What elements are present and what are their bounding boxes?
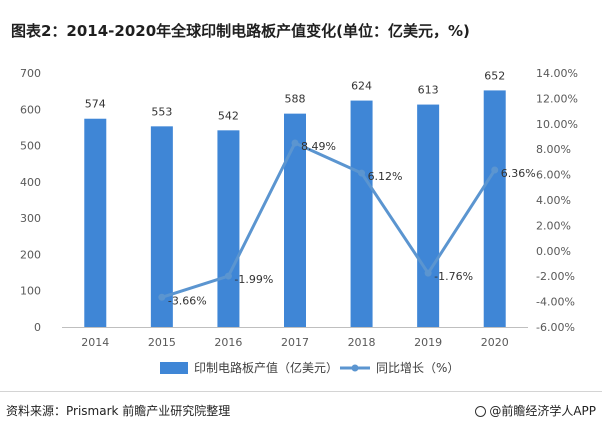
source-note: 资料来源：Prismark 前瞻产业研究院整理: [6, 404, 231, 418]
bar-value-label: 624: [351, 80, 372, 93]
y-left-tick-label: 100: [20, 285, 41, 298]
bar-value-label: 652: [484, 69, 505, 82]
footer-divider: [0, 391, 602, 392]
bar: [150, 126, 173, 327]
growth-point: [424, 269, 432, 277]
brand-logo-icon: [475, 406, 487, 417]
growth-value-label: -1.76%: [434, 270, 473, 283]
legend-label-line: 同比增长（%）: [376, 361, 459, 375]
growth-value-label: -3.66%: [168, 294, 207, 307]
y-left-tick-label: 500: [20, 140, 41, 153]
bar: [84, 118, 107, 327]
brand-label: @前瞻经济学人APP: [489, 404, 596, 418]
legend-label-bar: 印制电路板产值（亿美元）: [194, 360, 338, 375]
y-left-tick-label: 700: [20, 67, 41, 80]
y-left-tick-label: 0: [34, 321, 41, 334]
chart-title: 图表2：2014-2020年全球印制电路板产值变化(单位：亿美元，%): [11, 22, 470, 40]
y-left-tick-label: 300: [20, 212, 41, 225]
bar: [284, 113, 306, 327]
bar: [217, 130, 240, 327]
x-tick-label: 2019: [414, 336, 442, 349]
legend-swatch-bar: [160, 362, 188, 374]
x-tick-label: 2014: [81, 336, 109, 349]
growth-value-label: 8.49%: [301, 140, 336, 153]
y-right-tick-label: 4.00%: [536, 194, 571, 207]
growth-line: [161, 141, 496, 299]
y-right-tick-label: 10.00%: [536, 118, 578, 131]
bar-value-label: 588: [285, 93, 306, 106]
x-tick-label: 2020: [481, 336, 509, 349]
legend-marker-line: [351, 364, 359, 372]
bar: [350, 100, 373, 327]
y-right-tick-label: 6.00%: [536, 169, 571, 182]
x-tick-label: 2015: [148, 336, 176, 349]
x-tick-label: 2018: [348, 336, 376, 349]
growth-point: [491, 166, 499, 174]
growth-value-label: -1.99%: [234, 273, 273, 286]
x-tick-label: 2017: [281, 336, 309, 349]
growth-point: [291, 139, 299, 147]
y-right-tick-label: -2.00%: [536, 270, 575, 283]
y-left-tick-label: 400: [20, 176, 41, 189]
y-right-tick-label: 12.00%: [536, 92, 578, 105]
growth-point: [224, 272, 232, 280]
y-right-tick-label: -4.00%: [536, 296, 575, 309]
growth-point: [158, 293, 166, 301]
y-right-tick-label: 8.00%: [536, 143, 571, 156]
brand-credit: @前瞻经济学人APP: [475, 402, 596, 419]
bar-value-label: 542: [218, 109, 239, 122]
bar: [417, 104, 440, 327]
y-left-tick-label: 600: [20, 103, 41, 116]
growth-point: [358, 169, 366, 177]
x-tick-label: 2016: [214, 336, 242, 349]
bar-value-label: 553: [151, 105, 172, 118]
y-right-tick-label: -6.00%: [536, 321, 575, 334]
growth-value-label: 6.36%: [501, 167, 536, 180]
y-right-tick-label: 14.00%: [536, 67, 578, 80]
bar-value-label: 574: [85, 98, 106, 111]
y-right-tick-label: 0.00%: [536, 245, 571, 258]
y-left-tick-label: 200: [20, 248, 41, 261]
growth-value-label: 6.12%: [368, 170, 403, 183]
y-right-tick-label: 2.00%: [536, 219, 571, 232]
bar: [483, 90, 506, 327]
bar-value-label: 613: [418, 84, 439, 97]
